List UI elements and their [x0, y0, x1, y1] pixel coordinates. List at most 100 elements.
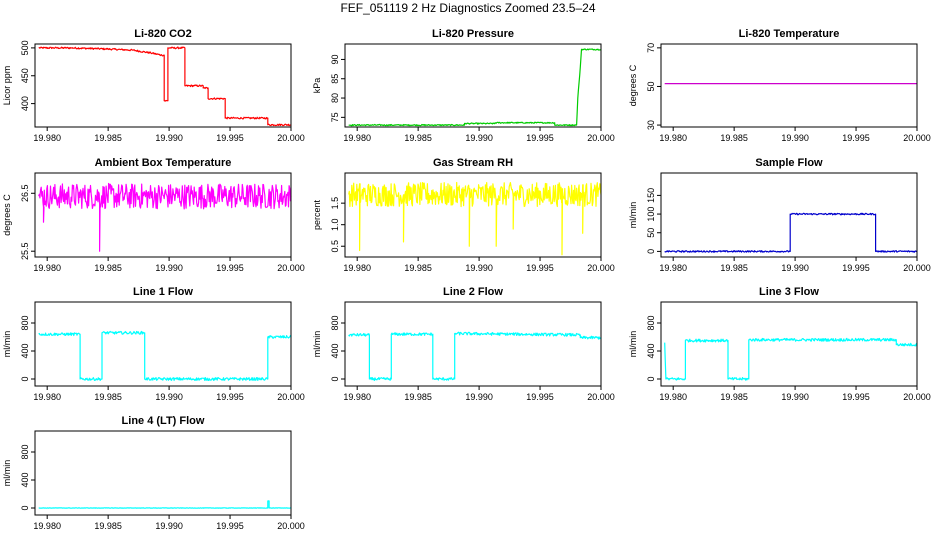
x-tick-label: 20.000 — [587, 133, 615, 143]
data-series-line — [348, 331, 602, 381]
x-tick-label: 20.000 — [903, 392, 931, 402]
x-tick-label: 19.995 — [526, 133, 554, 143]
data-series-line — [38, 182, 292, 252]
y-tick-label: 26.5 — [20, 185, 30, 203]
data-series-line — [38, 46, 292, 127]
x-tick-label: 19.985 — [94, 392, 122, 402]
plot-frame — [34, 172, 292, 258]
x-tick-label: 19.985 — [404, 263, 432, 273]
y-tick-label: 800 — [646, 315, 656, 330]
y-tick-label: 85 — [330, 74, 340, 84]
x-tick-label: 19.990 — [155, 521, 183, 531]
y-tick-label: 400 — [20, 343, 30, 358]
y-tick-label: 150 — [646, 188, 656, 203]
x-tick-label: 19.980 — [33, 521, 61, 531]
y-tick-label: 400 — [646, 343, 656, 358]
y-tick-label: 450 — [20, 68, 30, 83]
y-axis-label: degrees C — [628, 64, 638, 106]
x-tick-label: 19.980 — [33, 263, 61, 273]
y-axis-label: ml/min — [2, 460, 12, 487]
x-tick-label: 19.990 — [155, 392, 183, 402]
x-tick-label: 19.995 — [216, 263, 244, 273]
x-tick-label: 19.995 — [842, 133, 870, 143]
x-tick-label: 20.000 — [587, 392, 615, 402]
y-tick-label: 30 — [646, 120, 656, 130]
y-axis-label: ml/min — [628, 202, 638, 229]
y-tick-label: 50 — [646, 81, 656, 91]
y-axis-label: Licor ppm — [2, 66, 12, 106]
chart-line-4-lt-flow: Line 4 (LT) Flow ml/min 19.980 19.985 19.990… — [2, 415, 305, 531]
x-tick-label: 19.985 — [94, 133, 122, 143]
y-tick-label: 0 — [20, 376, 30, 381]
x-tick-label: 19.990 — [465, 392, 493, 402]
data-series-line — [664, 212, 918, 253]
x-tick-label: 19.990 — [155, 133, 183, 143]
chart-title: Li-820 Pressure — [432, 28, 514, 40]
x-tick-label: 19.995 — [216, 133, 244, 143]
y-tick-label: 800 — [330, 315, 340, 330]
x-tick-label: 19.990 — [465, 263, 493, 273]
page-title: FEF_051119 2 Hz Diagnostics Zoomed 23.5–… — [340, 1, 596, 15]
x-tick-label: 19.980 — [659, 263, 687, 273]
y-tick-label: 1.5 — [330, 197, 340, 210]
chart-line-3-flow: Line 3 Flow ml/min 19.980 19.985 19.990 19.99… — [628, 286, 931, 402]
plot-frame — [660, 43, 918, 128]
plot-frame — [34, 301, 292, 387]
plot-frame — [34, 430, 292, 516]
x-tick-label: 20.000 — [277, 392, 305, 402]
x-tick-label: 19.980 — [33, 133, 61, 143]
x-tick-label: 19.990 — [465, 133, 493, 143]
x-tick-label: 20.000 — [277, 521, 305, 531]
y-tick-label: 0 — [330, 376, 340, 381]
x-tick-label: 19.990 — [781, 392, 809, 402]
x-tick-label: 19.980 — [343, 263, 371, 273]
x-tick-label: 19.995 — [526, 392, 554, 402]
y-tick-label: 0.5 — [330, 240, 340, 253]
x-tick-label: 19.995 — [216, 392, 244, 402]
y-tick-label: 800 — [20, 315, 30, 330]
chart-line-1-flow: Line 1 Flow ml/min 19.980 19.985 19.990 19.99… — [2, 286, 305, 402]
x-tick-label: 19.990 — [155, 263, 183, 273]
x-tick-label: 19.990 — [781, 263, 809, 273]
x-tick-label: 20.000 — [277, 133, 305, 143]
y-tick-label: 90 — [330, 54, 340, 64]
data-series-line — [664, 337, 918, 381]
x-tick-label: 19.985 — [404, 133, 432, 143]
data-series-line — [348, 181, 602, 256]
plot-frame — [660, 301, 918, 387]
y-tick-label: 100 — [646, 207, 656, 222]
y-tick-label: 800 — [20, 444, 30, 459]
y-tick-label: 500 — [20, 40, 30, 55]
y-axis-label: percent — [312, 199, 322, 230]
chart-title: Line 4 (LT) Flow — [122, 415, 205, 427]
x-tick-label: 19.980 — [33, 392, 61, 402]
chart-sample-flow: Sample Flow ml/min 19.980 19.985 19.990 19.99… — [628, 157, 931, 273]
chart-title: Line 2 Flow — [443, 286, 503, 298]
x-tick-label: 19.980 — [659, 133, 687, 143]
chart-li-820-co2: Li-820 CO2 Licor ppm 19.980 19.985 19.990 19.… — [2, 28, 305, 143]
x-tick-label: 20.000 — [277, 263, 305, 273]
y-axis-label: degrees C — [2, 194, 12, 236]
x-tick-label: 19.985 — [720, 133, 748, 143]
y-tick-label: 75 — [330, 112, 340, 122]
chart-ambient-box-temperature: Ambient Box Temperature degrees C 19.980 19… — [2, 157, 305, 273]
y-axis-label: ml/min — [312, 331, 322, 358]
y-tick-label: 0 — [646, 376, 656, 381]
y-axis-label: ml/min — [2, 331, 12, 358]
x-tick-label: 19.995 — [526, 263, 554, 273]
y-tick-label: 25.5 — [20, 242, 30, 260]
x-tick-label: 20.000 — [587, 263, 615, 273]
x-tick-label: 19.985 — [94, 263, 122, 273]
plot-frame — [344, 301, 602, 387]
y-tick-label: 80 — [330, 93, 340, 103]
y-tick-label: 400 — [20, 472, 30, 487]
y-tick-label: 400 — [330, 343, 340, 358]
chart-title: Li-820 CO2 — [134, 28, 191, 40]
chart-title: Line 3 Flow — [759, 286, 819, 298]
y-axis-label: ml/min — [628, 331, 638, 358]
x-tick-label: 19.980 — [343, 133, 371, 143]
x-tick-label: 19.990 — [781, 133, 809, 143]
x-tick-label: 19.995 — [842, 263, 870, 273]
data-series-line — [38, 500, 292, 509]
